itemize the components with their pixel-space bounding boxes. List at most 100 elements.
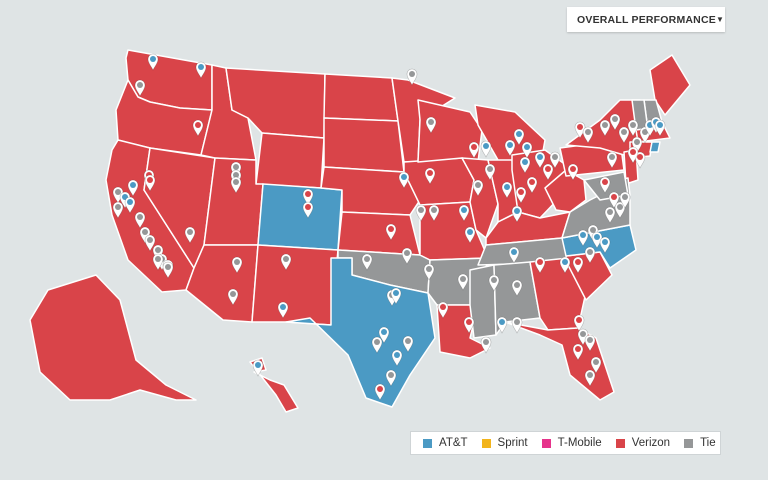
city-marker[interactable]	[192, 119, 204, 137]
city-marker[interactable]	[425, 116, 437, 134]
city-marker[interactable]	[584, 246, 596, 264]
city-marker[interactable]	[391, 349, 403, 367]
city-marker[interactable]	[252, 359, 264, 377]
city-marker[interactable]	[582, 126, 594, 144]
city-marker[interactable]	[488, 274, 500, 292]
city-marker[interactable]	[378, 326, 390, 344]
city-marker[interactable]	[457, 273, 469, 291]
city-marker[interactable]	[472, 179, 484, 197]
legend-item-tie[interactable]: Tie	[684, 437, 716, 449]
state-ri[interactable]	[649, 141, 661, 153]
city-marker[interactable]	[634, 151, 646, 169]
city-marker[interactable]	[519, 156, 531, 174]
city-marker[interactable]	[302, 188, 314, 206]
city-marker[interactable]	[608, 191, 620, 209]
city-marker[interactable]	[385, 223, 397, 241]
city-marker[interactable]	[134, 211, 146, 229]
state-me[interactable]	[649, 54, 691, 116]
city-marker[interactable]	[599, 236, 611, 254]
city-marker[interactable]	[277, 301, 289, 319]
city-marker[interactable]	[618, 126, 630, 144]
city-marker[interactable]	[549, 151, 561, 169]
city-marker[interactable]	[572, 256, 584, 274]
city-marker[interactable]	[127, 179, 139, 197]
city-marker[interactable]	[144, 174, 156, 192]
city-marker[interactable]	[371, 336, 383, 354]
city-marker[interactable]	[437, 301, 449, 319]
city-marker[interactable]	[534, 256, 546, 274]
city-marker[interactable]	[573, 314, 585, 332]
state-hi[interactable]	[249, 357, 299, 413]
city-marker[interactable]	[609, 113, 621, 131]
city-marker[interactable]	[515, 186, 527, 204]
city-marker[interactable]	[406, 68, 418, 86]
city-marker[interactable]	[147, 53, 159, 71]
state-al[interactable]	[493, 261, 541, 336]
city-marker[interactable]	[361, 253, 373, 271]
state-co[interactable]	[257, 183, 343, 251]
performance-filter-dropdown[interactable]: OVERALL PERFORMANCE ▼	[567, 7, 725, 32]
city-marker[interactable]	[559, 256, 571, 274]
city-marker[interactable]	[385, 369, 397, 387]
legend-item-att[interactable]: AT&T	[423, 437, 468, 449]
state-nd[interactable]	[323, 73, 399, 122]
city-marker[interactable]	[144, 234, 156, 252]
city-marker[interactable]	[280, 253, 292, 271]
city-marker[interactable]	[468, 141, 480, 159]
city-marker[interactable]	[511, 205, 523, 223]
city-marker[interactable]	[627, 146, 639, 164]
city-marker[interactable]	[572, 343, 584, 361]
city-marker[interactable]	[599, 176, 611, 194]
city-marker[interactable]	[374, 383, 386, 401]
city-marker[interactable]	[124, 196, 136, 214]
city-marker[interactable]	[501, 181, 513, 199]
city-marker[interactable]	[496, 316, 508, 334]
city-marker[interactable]	[526, 176, 538, 194]
city-marker[interactable]	[508, 246, 520, 264]
city-marker[interactable]	[584, 369, 596, 387]
city-marker[interactable]	[463, 316, 475, 334]
city-marker[interactable]	[162, 261, 174, 279]
city-marker[interactable]	[402, 335, 414, 353]
city-marker[interactable]	[590, 356, 602, 374]
city-marker[interactable]	[428, 204, 440, 222]
state-nm[interactable]	[251, 244, 339, 326]
city-marker[interactable]	[606, 151, 618, 169]
legend-item-sprint[interactable]: Sprint	[481, 437, 528, 449]
city-marker[interactable]	[458, 204, 470, 222]
city-marker[interactable]	[230, 176, 242, 194]
city-marker[interactable]	[654, 119, 666, 137]
city-marker[interactable]	[424, 167, 436, 185]
city-marker[interactable]	[511, 316, 523, 334]
city-marker[interactable]	[398, 171, 410, 189]
city-marker[interactable]	[195, 61, 207, 79]
state-ms[interactable]	[469, 264, 497, 339]
state-sd[interactable]	[323, 117, 405, 173]
city-marker[interactable]	[614, 201, 626, 219]
state-wy[interactable]	[255, 132, 325, 189]
city-marker[interactable]	[504, 139, 516, 157]
city-marker[interactable]	[577, 229, 589, 247]
city-marker[interactable]	[480, 140, 492, 158]
city-marker[interactable]	[112, 201, 124, 219]
city-marker[interactable]	[480, 336, 492, 354]
city-marker[interactable]	[521, 141, 533, 159]
city-marker[interactable]	[152, 253, 164, 271]
city-marker[interactable]	[227, 288, 239, 306]
city-marker[interactable]	[231, 256, 243, 274]
city-marker[interactable]	[627, 119, 639, 137]
city-marker[interactable]	[619, 191, 631, 209]
city-marker[interactable]	[464, 226, 476, 244]
city-marker[interactable]	[134, 79, 146, 97]
city-marker[interactable]	[577, 328, 589, 346]
city-marker[interactable]	[567, 163, 579, 181]
city-marker[interactable]	[542, 163, 554, 181]
city-marker[interactable]	[484, 163, 496, 181]
city-marker[interactable]	[390, 287, 402, 305]
city-marker[interactable]	[599, 119, 611, 137]
city-marker[interactable]	[423, 263, 435, 281]
city-marker[interactable]	[584, 334, 596, 352]
city-marker[interactable]	[534, 151, 546, 169]
city-marker[interactable]	[604, 206, 616, 224]
state-ak[interactable]	[29, 274, 197, 401]
